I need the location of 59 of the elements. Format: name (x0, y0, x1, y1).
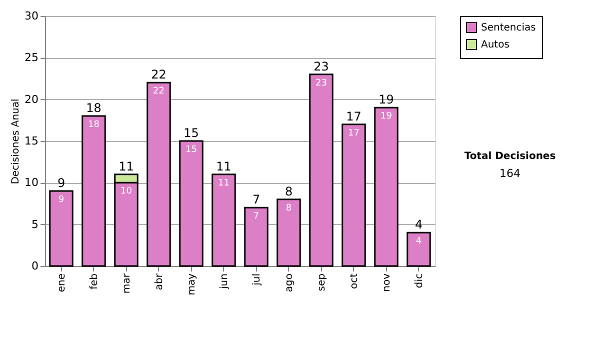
total-label: 9 (57, 176, 66, 190)
y-tick-label: 0 (32, 260, 38, 272)
bar (309, 74, 334, 267)
total-label: 22 (151, 68, 166, 82)
bar (244, 206, 268, 267)
total-label: 17 (346, 109, 362, 124)
total-label: 19 (378, 92, 394, 107)
y-tick-label: 20 (24, 92, 38, 106)
x-tick-label: dic (414, 274, 425, 288)
y-tick-label: 10 (24, 176, 38, 190)
data-label: 8 (286, 203, 292, 214)
total-label: 7 (252, 192, 260, 207)
x-tick-label: oct (348, 273, 360, 290)
x-tick-label: jun (218, 274, 230, 290)
bar (179, 140, 204, 267)
data-label: 23 (316, 78, 327, 88)
x-tick-label: mar (121, 272, 132, 294)
x-tick-label: may (186, 273, 198, 296)
data-label: 17 (348, 128, 360, 138)
total-label: 18 (86, 101, 102, 115)
total-label: 11 (216, 159, 232, 174)
bar (82, 115, 106, 267)
x-tick-label: sep (316, 274, 328, 292)
data-label: 15 (186, 145, 197, 155)
y-axis-title: Decisiones Anual (10, 98, 22, 184)
y-tick-label: 25 (24, 51, 38, 64)
data-label: 22 (153, 86, 164, 97)
total-label: 8 (284, 184, 293, 198)
legend-label: Autos (481, 40, 510, 50)
y-tick-label: 5 (32, 218, 38, 231)
x-tick-label: ago (284, 274, 295, 292)
y-tick-label: 30 (24, 10, 38, 22)
x-tick-label: nov (381, 273, 392, 292)
text: Total Decisiones (464, 151, 556, 162)
data-label: 7 (253, 212, 260, 222)
bar (406, 232, 431, 267)
data-label: 19 (380, 112, 392, 122)
bar (276, 198, 301, 267)
data-label: 10 (120, 186, 132, 197)
x-tick-label: abr (154, 272, 165, 290)
data-label: 18 (88, 120, 100, 130)
total-label: 11 (118, 159, 134, 174)
bar (146, 82, 171, 267)
bar (374, 106, 398, 267)
data-label: 4 (416, 236, 422, 247)
bar (49, 190, 74, 267)
total-label: 23 (314, 59, 329, 74)
x-tick-label: jul (251, 274, 262, 286)
total-label: 4 (414, 218, 423, 232)
bar (212, 174, 236, 267)
total-label: 15 (184, 126, 199, 140)
data-label: 9 (58, 195, 64, 205)
legend-label: Sentencias (481, 22, 536, 34)
x-tick-label: ene (56, 274, 68, 292)
bar (342, 124, 366, 267)
x-tick-label: feb (88, 274, 100, 290)
text: 164 (500, 167, 520, 180)
y-tick-label: 15 (24, 134, 38, 148)
data-label: 11 (218, 178, 230, 188)
